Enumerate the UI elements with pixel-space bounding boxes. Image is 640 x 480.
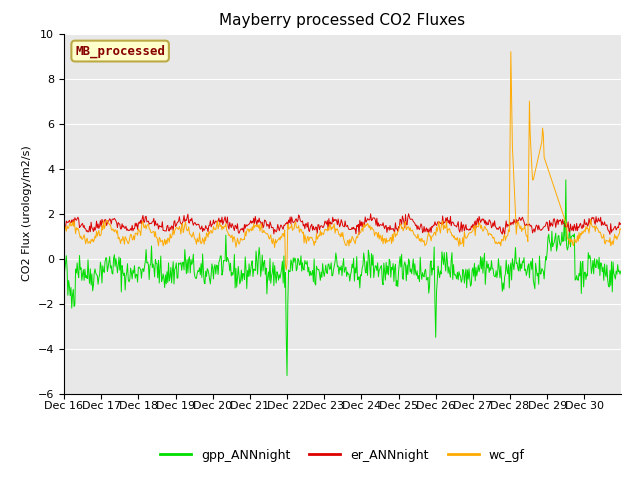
Text: MB_processed: MB_processed bbox=[75, 44, 165, 58]
Line: er_ANNnight: er_ANNnight bbox=[64, 214, 621, 234]
Title: Mayberry processed CO2 Fluxes: Mayberry processed CO2 Fluxes bbox=[220, 13, 465, 28]
Line: gpp_ANNnight: gpp_ANNnight bbox=[64, 180, 621, 375]
Legend: gpp_ANNnight, er_ANNnight, wc_gf: gpp_ANNnight, er_ANNnight, wc_gf bbox=[155, 444, 530, 467]
Y-axis label: CO2 Flux (urology/m2/s): CO2 Flux (urology/m2/s) bbox=[22, 146, 32, 281]
Line: wc_gf: wc_gf bbox=[64, 52, 621, 270]
